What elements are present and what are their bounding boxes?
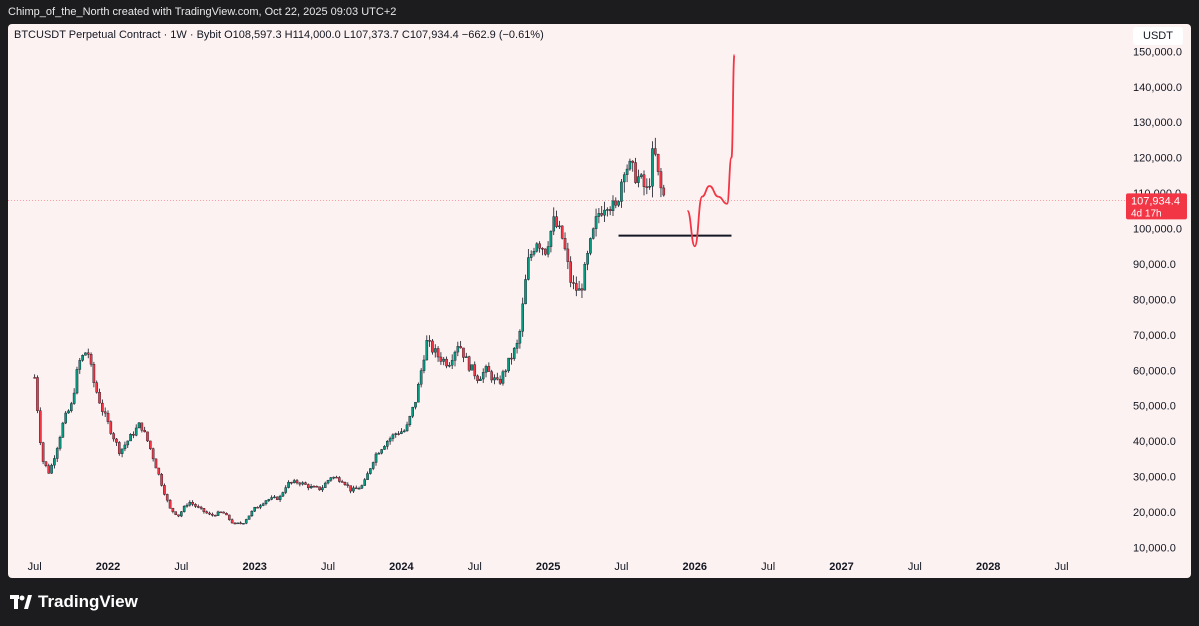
tradingview-logo-icon — [10, 595, 32, 609]
currency-button[interactable]: USDT — [1133, 27, 1183, 45]
attribution-text: Chimp_of_the_North created with TradingV… — [8, 6, 397, 18]
ohlc-values: O108,597.3 H114,000.0 L107,373.7 C107,93… — [224, 29, 544, 41]
tradingview-brand: TradingView — [38, 592, 138, 611]
chart-legend: BTCUSDT Perpetual Contract · 1W · Bybit … — [14, 29, 544, 41]
tradingview-logo: TradingView — [10, 592, 138, 612]
symbol-info: BTCUSDT Perpetual Contract · 1W · Bybit — [14, 29, 222, 41]
chart-panel[interactable]: BTCUSDT Perpetual Contract · 1W · Bybit … — [8, 24, 1191, 578]
